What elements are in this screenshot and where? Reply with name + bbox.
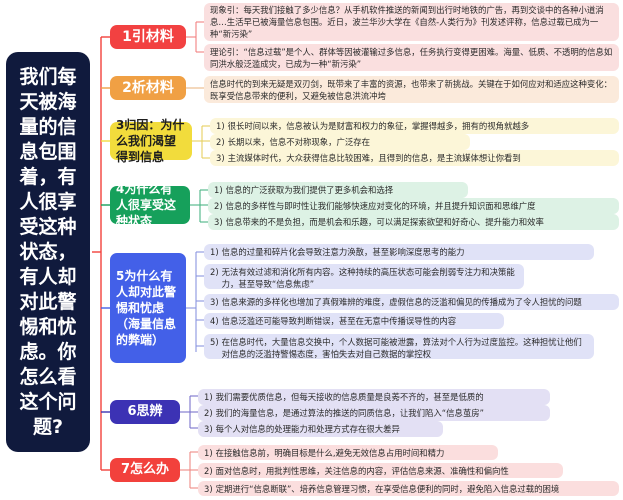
branch-node-6[interactable]: 6思辨 (110, 400, 180, 424)
leaf-node[interactable]: 3) 信息来源的多样化也增加了真假难辨的难度，虚假信息的泛滥和偏见的传播成为了令… (204, 294, 619, 310)
leaf-text: 长期以来，信息不对称现象，广泛存在 (227, 137, 370, 147)
leaf-text: 信息泛滥还可能导致判断错误，甚至在无意中传播误导性的内容 (221, 316, 457, 326)
branch-node-3[interactable]: 3归因：为什么我们渴望得到信息 (110, 118, 192, 164)
branch-node-1[interactable]: 1引材料 (110, 25, 186, 49)
leaf-node[interactable]: 信息时代的到来无疑是双刃剑，既带来了丰富的资源，也带来了新挑战。关键在于如何应对… (204, 76, 619, 103)
leaf-number: 1) (216, 121, 225, 131)
leaf-node[interactable]: 1) 很长时间以来，信息被认为是财富和权力的象征，掌握得越多，拥有的视角就越多 (210, 118, 619, 134)
branch-label: 4为什么有人很享受这种状态 (116, 182, 177, 228)
branch-node-4[interactable]: 4为什么有人很享受这种状态 (110, 182, 190, 228)
leaf-node[interactable]: 3) 定期进行“信息断联”、培养信息管理习惯，在享受信息便利的同时，避免陷入信息… (198, 481, 619, 496)
leaf-number: 3) (210, 297, 219, 307)
leaf-node[interactable]: 现象引：每天我们接触了多少信息？从手机软件推送的新闻到出行时地铁的广告，再到交谈… (204, 3, 619, 41)
leaf-number: 4) (210, 316, 219, 326)
leaf-node[interactable]: 1) 信息的广泛获取为我们提供了更多机会和选择 (208, 182, 468, 198)
leaf-text: 无法有效过滤和消化所有内容。这种持续的高压状态可能会削弱专注力和决策能力，甚至导… (221, 267, 515, 289)
leaf-text: 主流媒体时代，大众获得信息比较困难，且得到的信息，是主流媒体想让你看到 (227, 153, 521, 163)
leaf-text: 面对信息时，用批判性思维，关注信息的内容，评估信息来源、准确性和偏向性 (215, 465, 509, 476)
branch-label: 6思辨 (127, 404, 163, 419)
leaf-node[interactable]: 1) 我们需要优质信息，但每天接收的信息质量是良莠不齐的，甚至是低质的 (198, 389, 550, 405)
leaf-node[interactable]: 1) 在接触信息前，明确目标是什么,避免无效信息占用时间和精力 (198, 445, 498, 460)
leaf-text: 很长时间以来，信息被认为是财富和权力的象征，掌握得越多，拥有的视角就越多 (227, 121, 530, 131)
leaf-number: 1) (204, 447, 213, 458)
leaf-text: 信息带来的不是负担，而是机会和乐趣，可以满足探索欲望和好奇心、提升能力和效率 (225, 217, 544, 227)
leaf-number: 2) (216, 137, 225, 147)
leaf-number: 5) (210, 337, 219, 347)
leaf-text: 信息时代的到来无疑是双刃剑，既带来了丰富的资源，也带来了新挑战。关键在于如何应对… (210, 78, 612, 101)
leaf-number: 2) (204, 465, 213, 476)
leaf-text: 定期进行“信息断联”、培养信息管理习惯，在享受信息便利的同时，避免陷入信息过载的… (215, 483, 560, 494)
leaf-node[interactable]: 理论引：“信息过载”是个人、群体等因被灌输过多信息，任务执行变得更困难。海量、低… (204, 44, 619, 71)
branch-label: 1引材料 (122, 29, 174, 45)
leaf-text: 在信息时代，大量信息交换中，个人数据可能被泄露，算法对个人行为过度监控。这种担忧… (221, 337, 582, 359)
leaf-text: 我们需要优质信息，但每天接收的信息质量是良莠不齐的，甚至是低质的 (215, 392, 484, 402)
branch-label: 2析材料 (122, 80, 174, 96)
root-node-text: 我们每天被海量的信息包围着，有人很享受这种状态，有人却对此警惕和忧虑。你怎么看这… (19, 65, 77, 438)
leaf-node[interactable]: 4) 信息泛滥还可能导致判断错误，甚至在无意中传播误导性的内容 (204, 313, 504, 329)
branch-label: 5为什么有人却对此警惕和忧虑（海量信息的弊端） (116, 269, 177, 347)
leaf-number: 3) (204, 483, 213, 494)
leaf-node[interactable]: 1) 信息的过量和碎片化会导致注意力涣散，甚至影响深度思考的能力 (204, 244, 594, 260)
leaf-text: 理论引：“信息过载”是个人、群体等因被灌输过多信息，任务执行变得更困难。海量、低… (210, 46, 613, 69)
leaf-number: 1) (214, 185, 223, 195)
leaf-number: 2) (210, 267, 219, 277)
branch-node-7[interactable]: 7怎么办 (110, 458, 180, 482)
leaf-node[interactable]: 2) 我们的海量信息，是通过算法的推送的同质信息，让我们陷入“信息茧房” (198, 405, 550, 421)
leaf-number: 2) (204, 408, 213, 418)
leaf-node[interactable]: 2) 长期以来，信息不对称现象，广泛存在 (210, 134, 470, 150)
branch-node-2[interactable]: 2析材料 (110, 76, 186, 100)
leaf-node[interactable]: 3) 主流媒体时代，大众获得信息比较困难，且得到的信息，是主流媒体想让你看到 (210, 150, 619, 166)
leaf-number: 2) (214, 201, 223, 211)
leaf-node[interactable]: 3) 每个人对信息的处理能力和处理方式存在很大差异 (198, 421, 443, 437)
leaf-text: 每个人对信息的处理能力和处理方式存在很大差异 (215, 424, 400, 434)
branch-label: 3归因：为什么我们渴望得到信息 (116, 118, 185, 164)
leaf-number: 3) (216, 153, 225, 163)
branch-node-5[interactable]: 5为什么有人却对此警惕和忧虑（海量信息的弊端） (110, 253, 186, 363)
leaf-number: 3) (214, 217, 223, 227)
leaf-text: 信息的多样性与即时性让我们能够快速应对变化的环境，并且提升知识面和思维广度 (225, 201, 536, 211)
leaf-node[interactable]: 3) 信息带来的不是负担，而是机会和乐趣，可以满足探索欲望和好奇心、提升能力和效… (208, 214, 619, 230)
leaf-text: 信息的广泛获取为我们提供了更多机会和选择 (225, 185, 394, 195)
root-node[interactable]: 我们每天被海量的信息包围着，有人很享受这种状态，有人却对此警惕和忧虑。你怎么看这… (6, 52, 90, 452)
leaf-text: 在接触信息前，明确目标是什么,避免无效信息占用时间和精力 (215, 447, 445, 458)
leaf-text: 信息的过量和碎片化会导致注意力涣散，甚至影响深度思考的能力 (221, 247, 465, 257)
leaf-text: 现象引：每天我们接触了多少信息？从手机软件推送的新闻到出行时地铁的广告，再到交谈… (210, 5, 604, 39)
leaf-node[interactable]: 2) 无法有效过滤和消化所有内容。这种持续的高压状态可能会削弱专注力和决策能力，… (204, 264, 524, 289)
leaf-node[interactable]: 5) 在信息时代，大量信息交换中，个人数据可能被泄露，算法对个人行为过度监控。这… (204, 334, 594, 359)
leaf-node[interactable]: 2) 信息的多样性与即时性让我们能够快速应对变化的环境，并且提升知识面和思维广度 (208, 198, 619, 214)
leaf-number: 1) (210, 247, 219, 257)
leaf-text: 我们的海量信息，是通过算法的推送的同质信息，让我们陷入“信息茧房” (215, 408, 484, 418)
branch-label: 7怎么办 (120, 462, 170, 477)
leaf-text: 信息来源的多样化也增加了真假难辨的难度，虚假信息的泛滥和偏见的传播成为了令人担忧… (221, 297, 582, 307)
leaf-number: 1) (204, 392, 213, 402)
leaf-number: 3) (204, 424, 213, 434)
leaf-node[interactable]: 2) 面对信息时，用批判性思维，关注信息的内容，评估信息来源、准确性和偏向性 (198, 463, 563, 478)
